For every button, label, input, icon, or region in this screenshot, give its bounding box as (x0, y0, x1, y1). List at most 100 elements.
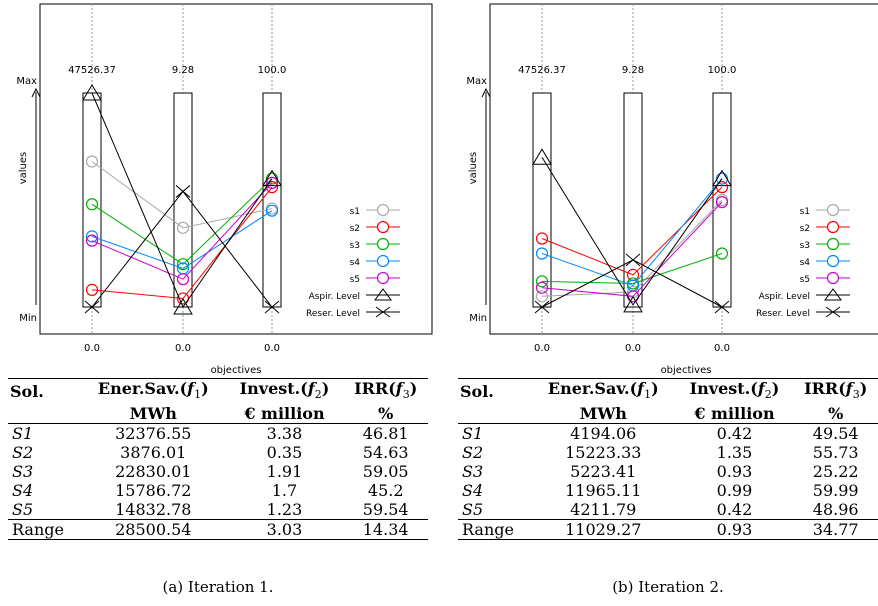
irr-range: 34.77 (793, 519, 878, 541)
invest-cell: 3.38 (266, 424, 303, 444)
energy-range: 28500.54 (81, 519, 226, 541)
data-point (85, 230, 99, 243)
energy-cell: 4211.79 (570, 500, 637, 520)
energy-cell: 4194.06 (570, 424, 637, 444)
parallel-plot-iteration-2: 47526.37 0.0 9.28 0.0 100.0 0.0 Max Min values ob… (466, 3, 878, 375)
y-max-label: Max (466, 76, 487, 87)
solution-id: S2 (12, 443, 34, 463)
energy-cell: 5223.41 (570, 462, 637, 482)
col-unit-energy: MWh (531, 404, 676, 425)
energy-cell: 15223.33 (565, 443, 642, 463)
data-point (535, 232, 549, 245)
reservation-marker (264, 300, 280, 314)
panel-iteration-1: 47526.37 0.0 9.28 0.0 100.0 0.0 Max Min values ob… (8, 0, 438, 606)
range-label: Range (458, 519, 531, 541)
data-point (176, 221, 190, 234)
legend-x-marker (825, 306, 841, 318)
legend-label: Aspir. Level (309, 292, 360, 302)
data-point (85, 155, 99, 168)
series-line-s4 (541, 178, 723, 287)
aspiration-marker (173, 298, 193, 315)
reservation-marker (84, 300, 100, 314)
table-row: S3 5223.41 0.93 25.22 (458, 462, 878, 481)
col-unit-investment: € million (675, 404, 794, 425)
col-header-solution: Sol. (8, 378, 81, 405)
col-unit-energy: MWh (81, 404, 226, 425)
data-point (535, 281, 549, 294)
irr-cell: 59.54 (362, 500, 409, 520)
energy-cell: 15786.72 (115, 481, 192, 501)
solution-id: S3 (12, 462, 34, 482)
axis-top-label: 47526.37 (518, 65, 566, 76)
caption-iteration-2: (b) Iteration 2. (612, 578, 724, 596)
invest-cell: 0.35 (266, 443, 303, 463)
invest-cell: 1.7 (271, 481, 298, 501)
legend-label: s5 (350, 275, 360, 285)
energy-cell: 22830.01 (115, 462, 192, 482)
y-arrow-head (31, 87, 41, 98)
irr-cell: 59.99 (812, 481, 859, 501)
col-unit-irr: % (793, 404, 878, 425)
legend-label: s2 (800, 224, 810, 234)
legend-circle-marker (826, 271, 840, 285)
y-arrow-head (481, 87, 491, 98)
data-point (715, 196, 729, 209)
reservation-marker (534, 300, 550, 314)
series-line-s3 (91, 178, 273, 265)
legend-label: s3 (800, 241, 810, 251)
series-line-s2 (541, 186, 723, 276)
series-line-reser-level (91, 190, 273, 308)
col-header-solution: Sol. (458, 378, 531, 405)
col-unit-solution (8, 404, 81, 425)
series-line-aspir-level (541, 156, 723, 306)
data-point (715, 247, 729, 260)
legend-circle-marker (376, 237, 390, 251)
plot-frame (39, 3, 433, 335)
data-point (85, 198, 99, 211)
table-row: S5 14832.78 1.23 59.54 (8, 500, 428, 520)
objective-axis-box (262, 92, 282, 308)
irr-range: 14.34 (343, 519, 428, 541)
col-header-investment: Invest.(f2) (675, 378, 794, 405)
series-line-aspir-level (91, 92, 273, 309)
invest-range: 3.03 (225, 519, 344, 541)
table-row: S5 4211.79 0.42 48.96 (458, 500, 878, 520)
aspiration-marker (532, 148, 552, 165)
legend-triangle-marker (374, 288, 392, 301)
table-row: S2 3876.01 0.35 54.63 (8, 443, 428, 462)
legend-label: s4 (350, 258, 361, 268)
x-axis-label: objectives (211, 365, 262, 375)
legend-label: s4 (800, 258, 811, 268)
aspiration-marker (262, 169, 282, 187)
irr-cell: 48.96 (812, 500, 859, 520)
axis-bottom-label: 0.0 (714, 343, 730, 354)
results-table-iteration-1: Sol. Ener.Sav.(f1) Invest.(f2) IRR(f3) M… (8, 378, 428, 541)
col-header-irr: IRR(f3) (793, 378, 878, 405)
invest-cell: 1.35 (716, 443, 753, 463)
irr-cell: 25.22 (812, 462, 859, 482)
col-header-irr: IRR(f3) (343, 378, 428, 405)
energy-cell: 32376.55 (115, 424, 192, 444)
solution-id: S5 (12, 500, 34, 520)
caption-iteration-1: (a) Iteration 1. (162, 578, 274, 596)
col-unit-investment: € million (225, 404, 344, 425)
solution-id: S1 (462, 424, 484, 444)
solution-id: S3 (462, 462, 484, 482)
legend-label: s1 (350, 207, 360, 217)
aspiration-marker (623, 295, 643, 313)
axis-top-label: 100.0 (258, 65, 287, 76)
aspiration-marker (712, 169, 732, 187)
energy-cell: 11965.11 (565, 481, 642, 501)
plot-frame (489, 3, 878, 335)
legend-triangle-marker (824, 288, 842, 301)
axis-bottom-label: 0.0 (534, 343, 550, 354)
axis-bottom-label: 0.0 (175, 343, 191, 354)
objective-axis-box (623, 92, 643, 308)
data-point (265, 172, 279, 185)
invest-cell: 0.93 (716, 462, 753, 482)
legend-label: s3 (350, 241, 360, 251)
legend-label: s5 (800, 275, 810, 285)
invest-cell: 0.99 (716, 481, 753, 501)
reservation-marker (714, 300, 730, 314)
solution-id: S1 (12, 424, 34, 444)
